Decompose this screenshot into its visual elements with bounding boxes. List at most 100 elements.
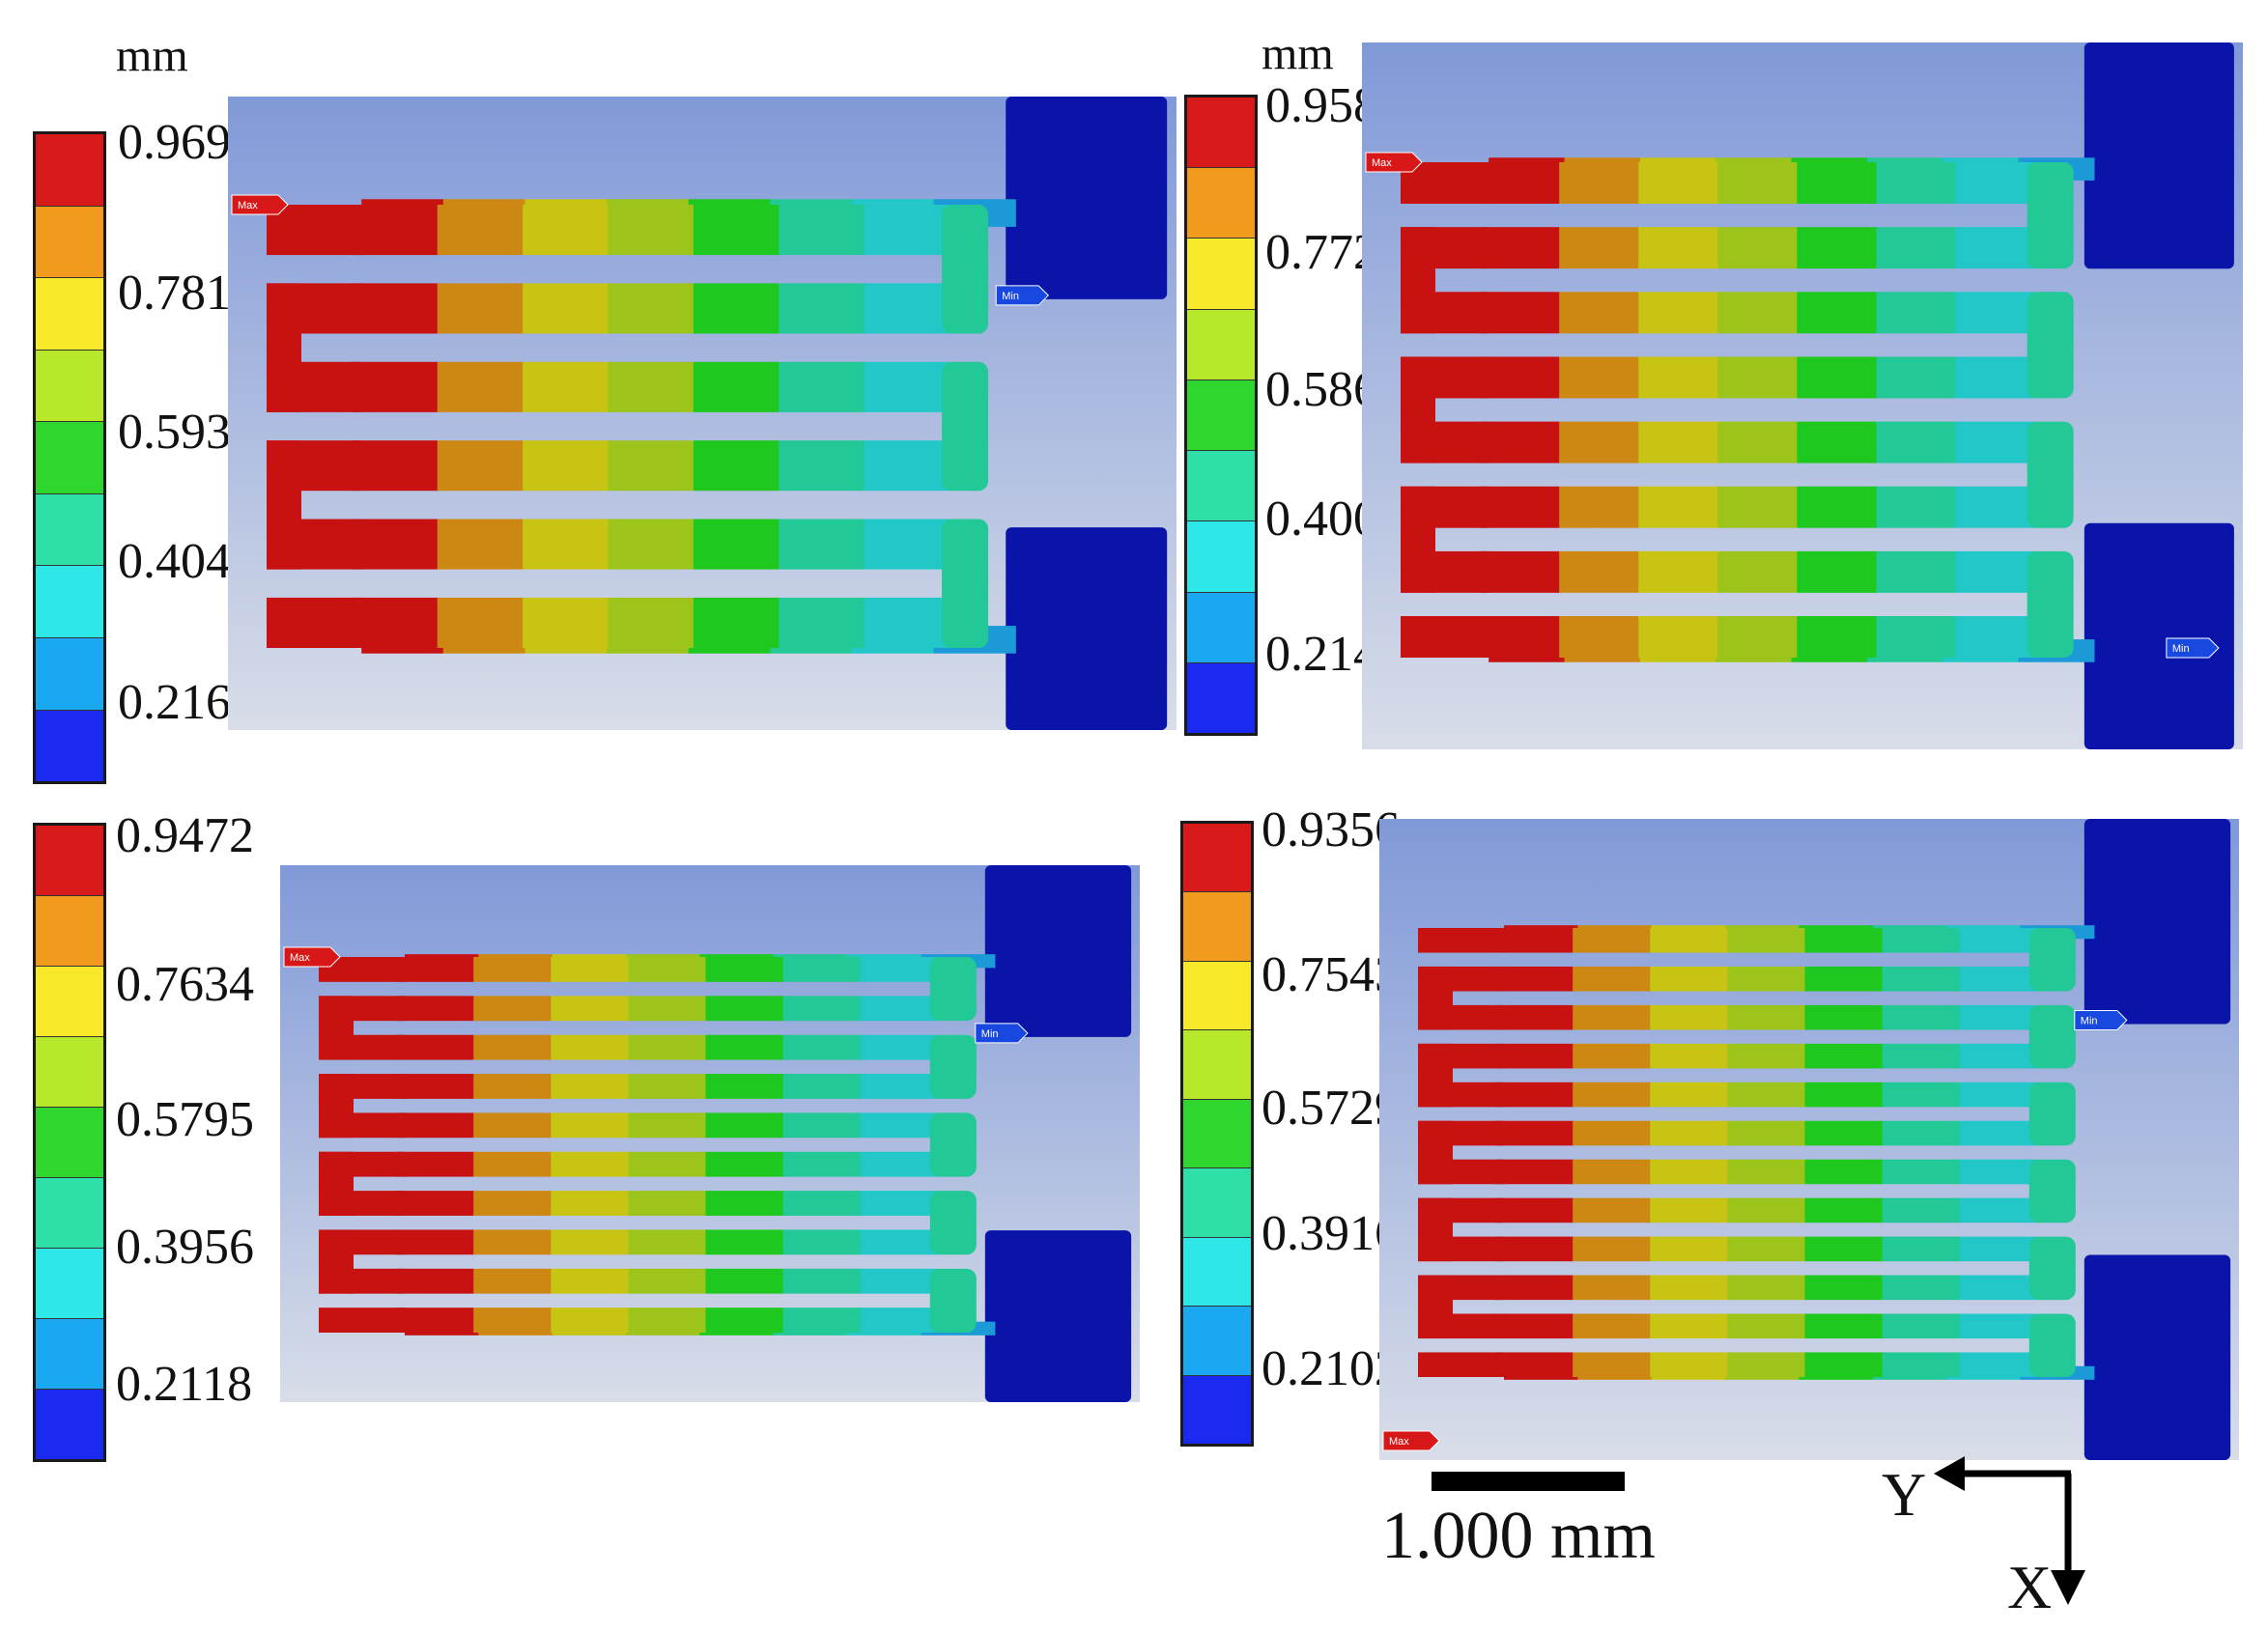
meander-finger-band — [1804, 1352, 1884, 1377]
meander-left-connector — [1418, 1197, 1453, 1262]
meander-finger-band — [551, 996, 629, 1022]
tick-label: 0.3956 — [116, 1220, 254, 1275]
meander-finger-band — [1804, 1159, 1884, 1185]
meander-left-connector — [1418, 966, 1453, 1030]
meander-finger-band — [1480, 486, 1560, 528]
meander-finger-band — [396, 957, 474, 982]
meander-finger-band — [1804, 1082, 1884, 1108]
meander-finger-band — [628, 1229, 707, 1255]
meander-finger-band — [437, 440, 524, 492]
meander-finger-band — [1650, 1236, 1728, 1262]
meander-finger-band — [1876, 616, 1957, 658]
simulation-view: Max Min — [228, 97, 1177, 730]
meander-finger-band — [1480, 421, 1560, 464]
colorbar-segment — [36, 566, 103, 638]
tick-label: 0.7543 — [1262, 947, 1400, 1002]
max-probe-tag: Max — [231, 194, 289, 215]
meander-finger-band — [1797, 616, 1878, 658]
colorbar-segment — [1183, 1375, 1251, 1444]
y-arrowhead — [1934, 1456, 1965, 1491]
meander-finger-band — [628, 1151, 707, 1177]
meander-finger-band — [779, 205, 865, 256]
meander-finger-band — [1638, 356, 1718, 399]
meander-finger-band — [705, 1229, 784, 1255]
meander-finger-band — [1650, 928, 1728, 953]
colorbar-segment — [36, 710, 103, 782]
anchor-pad-top — [1006, 97, 1168, 299]
meander-finger-band — [1495, 1313, 1573, 1339]
meander-finger-band — [628, 1268, 707, 1294]
meander-finger-band — [1876, 486, 1957, 528]
meander-spine — [1418, 928, 1504, 953]
meander-finger-band — [860, 1268, 939, 1294]
meander-finger-band — [1797, 227, 1878, 269]
meander-finger-band — [1650, 1352, 1728, 1377]
meander-finger-band — [1717, 162, 1798, 204]
meander-finger-band — [864, 283, 950, 334]
scale-bar-label: 1.000 mm — [1381, 1499, 1656, 1573]
meander-uturn — [2027, 162, 2074, 269]
tick-label: 0.5729 — [1262, 1081, 1400, 1136]
meander-left-connector — [1401, 227, 1435, 334]
meander-finger-band — [1638, 227, 1718, 269]
meander-uturn — [929, 957, 977, 1022]
meander-finger-band — [860, 957, 939, 982]
meander-finger-band — [1559, 227, 1639, 269]
meander-finger-band — [1717, 356, 1798, 399]
meander-finger-band — [1727, 1043, 1806, 1069]
meander-finger-band — [1882, 1352, 1961, 1377]
colorbar-segment — [36, 1319, 103, 1390]
meander-finger-band — [551, 1151, 629, 1177]
meander-finger-band — [1495, 1275, 1573, 1301]
meander-finger-band — [1559, 162, 1639, 204]
meander-finger-band — [352, 361, 439, 412]
max-tag-shape — [283, 946, 341, 968]
colorbar-segment — [36, 493, 103, 567]
scale-bar — [1432, 1472, 1625, 1491]
meander-finger-band — [1638, 550, 1718, 593]
meander-finger-band — [1727, 928, 1806, 953]
meander-finger-band — [1959, 966, 2038, 992]
meander-finger-band — [1480, 162, 1560, 204]
meander-finger-band — [782, 1191, 862, 1216]
meander-left-connector — [1418, 1275, 1453, 1339]
meander-finger-band — [864, 440, 950, 492]
meander-left-connector — [319, 1151, 354, 1216]
meander-finger-band — [705, 1268, 784, 1294]
tick-label: 0.3916 — [1262, 1206, 1400, 1261]
meander-finger-band — [437, 283, 524, 334]
meander-finger-band — [551, 1308, 629, 1333]
meander-finger-band — [1650, 1082, 1728, 1108]
meander-finger-band — [1955, 486, 2036, 528]
meander-finger-band — [782, 1112, 862, 1139]
meander-finger-band — [1804, 1043, 1884, 1069]
meander-finger-band — [352, 440, 439, 492]
meander-finger-band — [1882, 1082, 1961, 1108]
colorbar-segment — [1183, 1237, 1251, 1308]
meander-finger-band — [1882, 1197, 1961, 1223]
colorbar-segment — [36, 896, 103, 967]
meander-finger-band — [1480, 356, 1560, 399]
meander-finger-band — [1573, 1159, 1651, 1185]
x-arrowhead — [2051, 1570, 2085, 1605]
meander-finger-band — [1959, 1275, 2038, 1301]
meander-finger-band — [1882, 928, 1961, 953]
meander-finger-band — [782, 996, 862, 1022]
meander-finger-band — [1959, 1004, 2038, 1030]
meander-finger-band — [473, 1151, 552, 1177]
meander-finger-band — [860, 1034, 939, 1060]
max-probe-tag: Max — [1382, 1430, 1440, 1451]
meander-finger-band — [1882, 1004, 1961, 1030]
meander-finger-band — [551, 1229, 629, 1255]
meander-uturn — [942, 205, 989, 334]
colorbar-segment — [36, 1390, 103, 1459]
meander-finger-band — [628, 996, 707, 1022]
meander-uturn — [2028, 1004, 2076, 1069]
colorbar-segment — [1183, 824, 1251, 893]
meander-finger-band — [779, 519, 865, 570]
colorbar-segment — [1183, 1030, 1251, 1100]
meander-finger-band — [1882, 1159, 1961, 1185]
meander-finger-band — [1727, 1004, 1806, 1030]
meander-finger-band — [1804, 1120, 1884, 1146]
meander-uturn — [942, 361, 989, 492]
